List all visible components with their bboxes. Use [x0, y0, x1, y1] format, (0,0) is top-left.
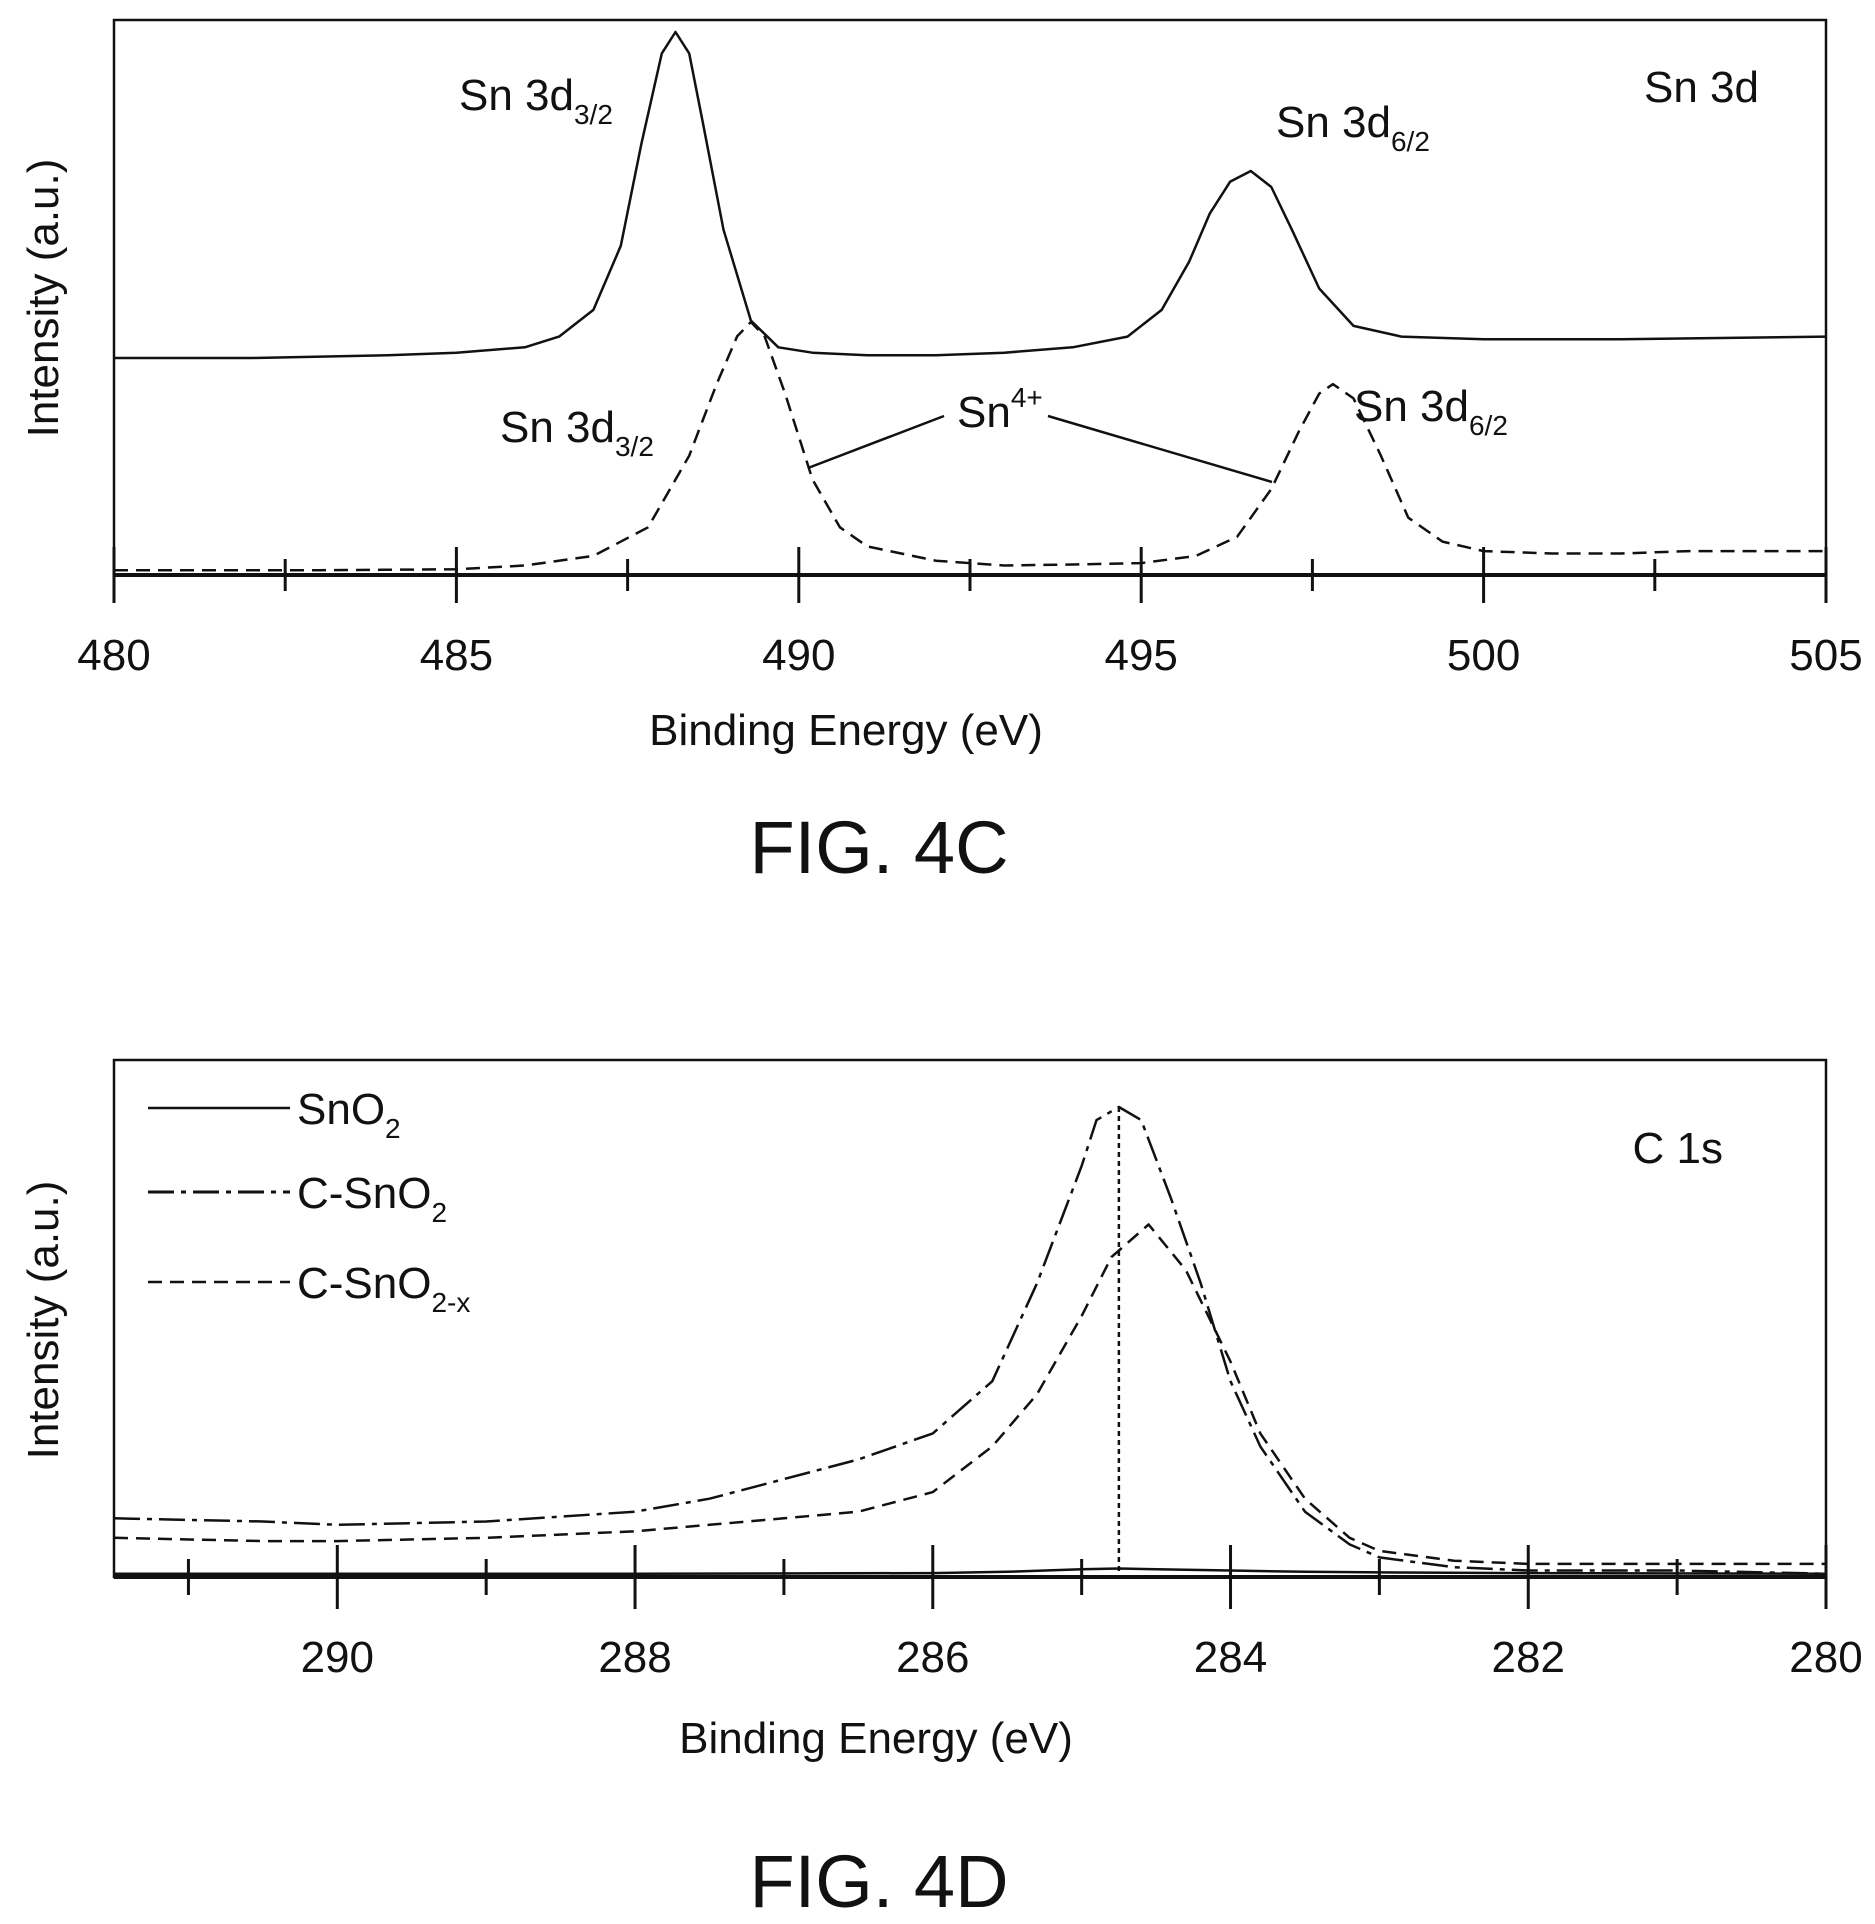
x-tick-label: 286: [896, 1633, 969, 1682]
series-line-dashed: [113, 1223, 1826, 1566]
series-line-dashed: [114, 320, 1826, 572]
series-line-dash-dot: [113, 1105, 1827, 1575]
peak-label-dashed-3d32: Sn 3d3/2: [500, 403, 654, 462]
legend-label-sno2: SnO2: [297, 1085, 401, 1144]
peak-label-solid-3d32: Sn 3d3/2: [459, 71, 613, 130]
corner-label: C 1s: [1633, 1124, 1723, 1173]
legend-label-c-sno2: C-SnO2: [297, 1169, 447, 1228]
x-tick-label: 288: [598, 1633, 671, 1682]
peak-label-dashed-3d62: Sn 3d6/2: [1354, 382, 1508, 441]
x-tick-label: 282: [1492, 1633, 1565, 1682]
chart-fig-4c: 480 485 490 495 500 505 Sn 3d Sn 3d3/2 Sn 3d6…: [19, 18, 1863, 889]
y-axis-title: Intensity (a.u.): [19, 1181, 68, 1460]
plot-area-frame: [112, 1058, 1828, 1579]
x-tick-label: 284: [1194, 1633, 1267, 1682]
x-tick-label: 485: [420, 631, 493, 680]
legend-label-c-sno2-x: C-SnO2-x: [297, 1259, 470, 1318]
series-line-solid: [114, 30, 1827, 360]
sn4-plus-label: Sn4+: [957, 382, 1043, 437]
x-axis-title: Binding Energy (eV): [679, 1714, 1073, 1763]
corner-label: Sn 3d: [1644, 63, 1759, 112]
plot-area-frame: [112, 18, 1828, 577]
peak-label-solid-3d62: Sn 3d6/2: [1276, 98, 1430, 157]
x-tick-label: 500: [1447, 631, 1520, 680]
x-axis-title: Binding Energy (eV): [649, 706, 1043, 755]
figure-label-4c: FIG. 4C: [749, 806, 1008, 889]
x-tick-label: 505: [1789, 631, 1862, 680]
x-tick-label: 480: [77, 631, 150, 680]
sn4-leader-right: [1047, 414, 1273, 484]
figure-label-4d: FIG. 4D: [749, 1840, 1008, 1923]
x-tick-label: 280: [1789, 1633, 1862, 1682]
sn4-leader-left: [807, 414, 945, 470]
x-axis-ticks: 480 485 490 495 500 505: [77, 547, 1863, 680]
chart-fig-4d: 290 288 286 284 282 280 SnO2 C-SnO2 C-SnO2-x …: [19, 1058, 1863, 1923]
x-tick-label: 490: [762, 631, 835, 680]
x-tick-label: 290: [301, 1633, 374, 1682]
series-group: [114, 30, 1827, 572]
x-tick-label: 495: [1104, 631, 1177, 680]
y-axis-title: Intensity (a.u.): [19, 159, 68, 438]
x-axis-ticks: 290 288 286 284 282 280: [186, 1545, 1863, 1682]
legend: SnO2 C-SnO2 C-SnO2-x: [148, 1085, 470, 1318]
